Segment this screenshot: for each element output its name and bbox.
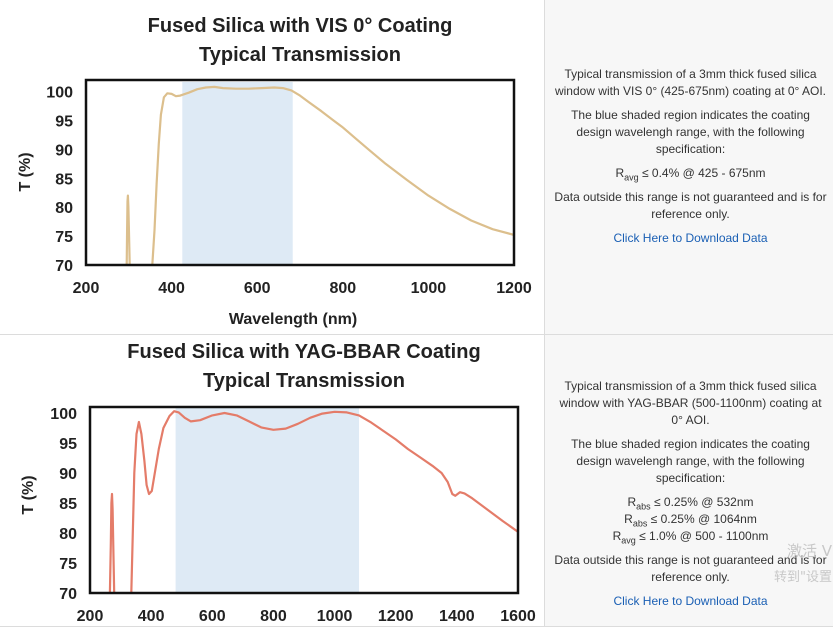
- x-axis-label: Wavelength (nm): [229, 311, 357, 328]
- vis-info-text: Typical transmission of a 3mm thick fuse…: [553, 66, 828, 254]
- y-tick-label: 100: [46, 85, 73, 102]
- chart-subtitle: Typical Transmission: [203, 370, 405, 392]
- x-tick-label: 1200: [496, 280, 532, 297]
- x-tick-label: 400: [158, 280, 185, 297]
- x-tick-label: 600: [244, 280, 271, 297]
- vis-coating-row: Fused Silica with VIS 0° Coating Typical…: [0, 0, 833, 335]
- shaded-region-note: The blue shaded region indicates the coa…: [571, 437, 810, 485]
- download-data-link[interactable]: Click Here to Download Data: [613, 231, 768, 245]
- spec-symbol: R: [624, 512, 633, 526]
- chart-subtitle: Typical Transmission: [199, 44, 401, 66]
- plot-frame: [84, 78, 516, 267]
- spec-subscript: abs: [636, 501, 651, 512]
- plot-frame: [88, 405, 520, 595]
- plot-group: 200 400 600 800 1000 1200 1400 1600 70 75 80 85 90 95…: [50, 405, 536, 625]
- x-tick-label: 1000: [411, 280, 447, 297]
- spec-line: Ravg ≤ 0.4% @ 425 - 675nm: [553, 165, 828, 182]
- x-tick-label: 600: [199, 608, 226, 625]
- shaded-region-note: The blue shaded region indicates the coa…: [571, 108, 810, 156]
- y-tick-label: 80: [55, 200, 73, 217]
- spec-subscript: avg: [624, 172, 639, 183]
- transmission-curve: [108, 492, 116, 593]
- plot-group: 200 400 600 800 1000 1200 70 75 80 85 90 95 100: [46, 78, 532, 297]
- vis-transmission-chart: Fused Silica with VIS 0° Coating Typical…: [17, 15, 532, 328]
- yag-info-text: Typical transmission of a 3mm thick fuse…: [553, 378, 828, 617]
- y-tick-label: 75: [59, 556, 77, 573]
- spec-symbol: R: [615, 166, 625, 180]
- description-text: Typical transmission of a 3mm thick fuse…: [554, 67, 827, 98]
- spec-text: ≤ 0.25% @ 532nm: [650, 495, 754, 509]
- x-tick-label: 1000: [317, 608, 353, 625]
- yag-info-cell: Typical transmission of a 3mm thick fuse…: [544, 335, 833, 626]
- spec-list: Rabs ≤ 0.25% @ 532nm Rabs ≤ 0.25% @ 1064n…: [553, 494, 828, 545]
- spec-list: Ravg ≤ 0.4% @ 425 - 675nm: [553, 165, 828, 182]
- x-tick-label: 800: [260, 608, 287, 625]
- y-tick-label: 80: [59, 526, 77, 543]
- watermark-line-2: 转到"设置: [774, 570, 832, 585]
- y-tick-label: 85: [59, 496, 77, 513]
- spec-text: ≤ 0.25% @ 1064nm: [647, 512, 757, 526]
- x-tick-label: 1600: [500, 608, 536, 625]
- y-tick-label: 90: [55, 142, 73, 159]
- disclaimer-text: Data outside this range is not guarantee…: [554, 553, 827, 584]
- y-tick-label: 85: [55, 171, 73, 188]
- chart-title: Fused Silica with VIS 0° Coating: [148, 15, 453, 37]
- spec-subscript: abs: [632, 518, 648, 529]
- transmission-curve: [130, 410, 518, 593]
- spec-symbol: R: [627, 495, 637, 509]
- y-tick-label: 95: [59, 436, 77, 453]
- yag-chart-cell: Fused Silica with YAG-BBAR Coating Typic…: [0, 335, 543, 626]
- spec-text: ≤ 0.4% @ 425 - 675nm: [638, 166, 766, 180]
- x-tick-label: 400: [138, 608, 165, 625]
- chart-title: Fused Silica with YAG-BBAR Coating: [127, 341, 480, 363]
- x-tick-label: 1400: [439, 608, 475, 625]
- spec-symbol: R: [612, 529, 622, 543]
- spec-line: Rabs ≤ 0.25% @ 532nm: [553, 494, 828, 511]
- y-tick-label: 70: [59, 586, 77, 603]
- y-tick-label: 70: [55, 258, 73, 275]
- description-text: Typical transmission of a 3mm thick fuse…: [559, 379, 822, 427]
- y-tick-label: 90: [59, 466, 77, 483]
- spec-text: ≤ 1.0% @ 500 - 1100nm: [635, 529, 769, 543]
- disclaimer-text: Data outside this range is not guarantee…: [554, 190, 827, 221]
- coating-design-range-shade: [182, 82, 293, 265]
- coating-design-range-shade: [175, 408, 360, 593]
- y-tick-label: 100: [50, 406, 77, 423]
- transmission-curve: [125, 194, 131, 265]
- y-tick-label: 95: [55, 113, 73, 130]
- y-tick-label: 75: [55, 229, 73, 246]
- vis-info-cell: Typical transmission of a 3mm thick fuse…: [544, 0, 833, 334]
- yag-bbar-coating-row: Fused Silica with YAG-BBAR Coating Typic…: [0, 335, 833, 627]
- x-tick-label: 1200: [378, 608, 414, 625]
- yag-bbar-transmission-chart: Fused Silica with YAG-BBAR Coating Typic…: [20, 341, 536, 625]
- transmission-curve: [151, 85, 514, 265]
- spec-subscript: avg: [621, 535, 636, 546]
- vis-chart-cell: Fused Silica with VIS 0° Coating Typical…: [0, 0, 543, 334]
- spec-line: Rabs ≤ 0.25% @ 1064nm: [553, 511, 828, 528]
- x-tick-label: 200: [77, 608, 104, 625]
- watermark-line-1: 激活 V: [786, 542, 832, 560]
- download-data-link[interactable]: Click Here to Download Data: [613, 594, 768, 608]
- spec-line: Ravg ≤ 1.0% @ 500 - 1100nm: [553, 528, 828, 545]
- y-axis-label: T (%): [17, 152, 34, 191]
- x-tick-label: 200: [73, 280, 100, 297]
- y-axis-label: T (%): [20, 475, 37, 514]
- x-tick-label: 800: [329, 280, 356, 297]
